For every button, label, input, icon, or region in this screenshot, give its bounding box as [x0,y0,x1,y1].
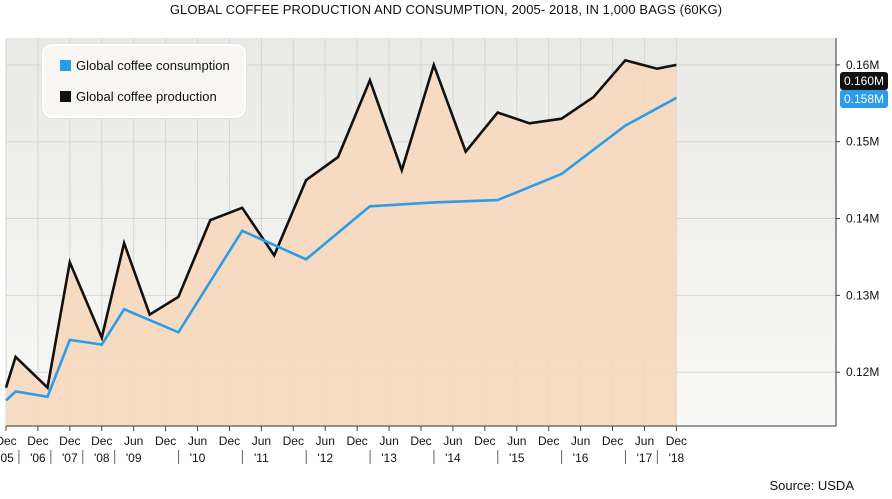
series-lines [4,58,678,402]
y-tick-label: 0.15M [846,135,879,149]
y-tick-label: 0.14M [846,212,879,226]
x-axis: Dec '05 Dec '06 Dec '07 Dec '08 Jun '09 Dec Jun '10 D… [0,425,836,465]
x-tick-label: Dec [59,434,80,448]
x-year-label: '07 [62,451,78,465]
x-tick-label: Jun [635,434,654,448]
x-year-label: '18 [669,451,685,465]
x-year-label: '13 [381,451,397,465]
x-tick-label: Dec [538,434,559,448]
x-year-label: '05 [0,451,14,465]
x-tick-label: Dec [155,434,176,448]
x-year-label: '09 [126,451,142,465]
x-year-label: '12 [317,451,333,465]
line-global-coffee-consumption [5,96,678,402]
x-tick-label: Dec [283,434,304,448]
consumption-swatch [60,60,71,71]
x-tick-label: Dec [346,434,367,448]
x-tick-label: Jun [252,434,271,448]
x-year-label: '10 [190,451,206,465]
y-tick-label: 0.13M [846,288,879,302]
x-tick-label: Jun [316,434,335,448]
x-year-label: '16 [573,451,589,465]
area-fills [6,60,677,427]
area-global-coffee-production [6,60,677,427]
x-tick-label: Jun [379,434,398,448]
x-year-label: '17 [637,451,653,465]
x-tick-label: Dec [602,434,623,448]
x-tick-label: Dec [27,434,48,448]
production-swatch [60,91,71,102]
x-tick-label: Dec [0,434,17,448]
legend: Global coffee consumption Global coffee … [42,44,246,118]
x-tick-label: Dec [410,434,431,448]
x-tick-label: Jun [188,434,207,448]
x-year-label: '06 [30,451,46,465]
x-tick-label: Jun [443,434,462,448]
x-year-label: '11 [254,451,269,465]
x-tick-label: Jun [571,434,590,448]
x-tick-label: Dec [474,434,495,448]
x-tick-label: Dec [219,434,240,448]
x-year-label: '08 [94,451,110,465]
y-tick-label: 0.12M [846,365,879,379]
source-note: Source: USDA [769,478,854,493]
legend-item-production[interactable]: Global coffee production [60,89,217,104]
x-year-label: '15 [509,451,525,465]
x-tick-label: Dec [91,434,112,448]
x-year-label: '14 [445,451,461,465]
x-tick-label: Dec [666,434,687,448]
line-global-coffee-production [4,58,677,391]
legend-item-consumption[interactable]: Global coffee consumption [60,58,230,73]
y-axis: 0.12M 0.13M 0.14M 0.15M 0.16M [835,38,879,426]
x-tick-label: Jun [124,434,143,448]
chart-title: GLOBAL COFFEE PRODUCTION AND CONSUMPTION… [169,2,723,17]
production-value-badge: 0.160M [840,72,889,90]
x-tick-label: Jun [507,434,526,448]
y-tick-label: 0.16M [846,58,879,72]
legend-label-production: Global coffee production [76,89,217,104]
consumption-value-badge: 0.158M [840,90,889,108]
legend-label-consumption: Global coffee consumption [76,58,230,73]
